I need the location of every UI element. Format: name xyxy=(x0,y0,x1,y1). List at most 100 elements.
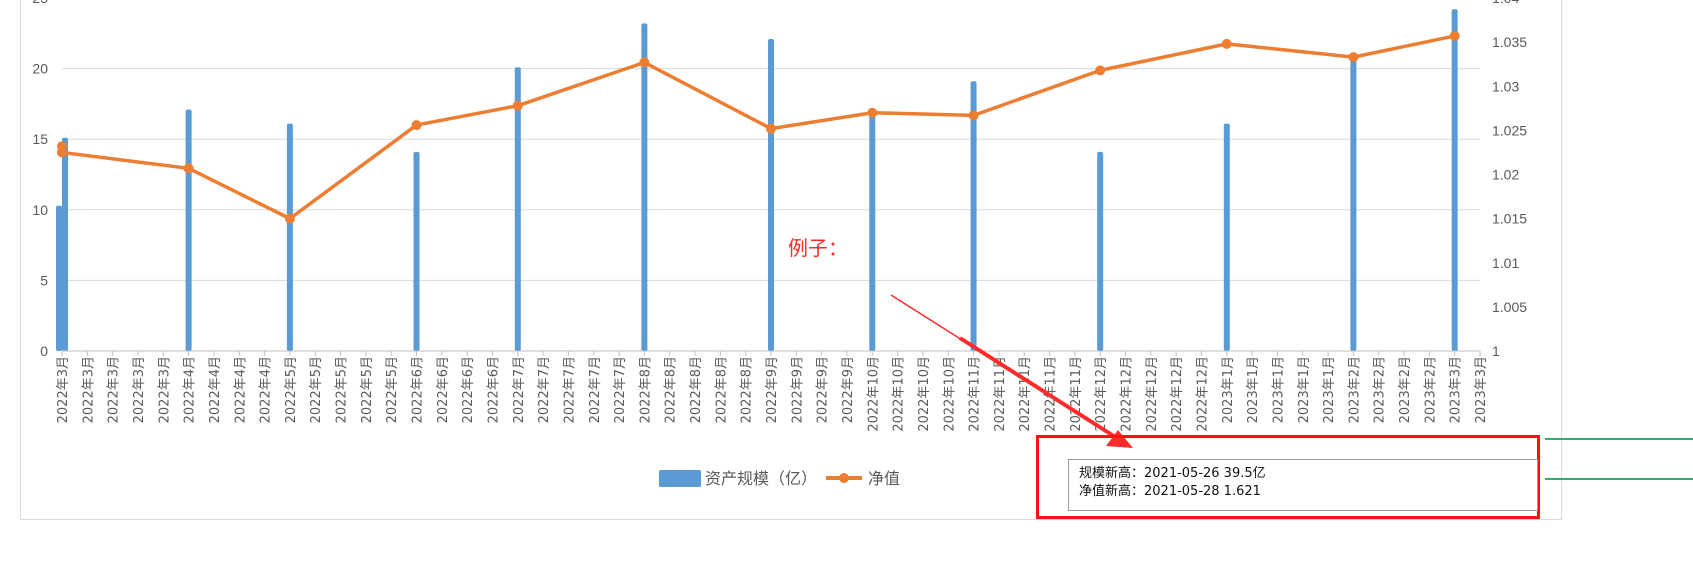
green-connector-bottom xyxy=(1545,478,1693,480)
x-tick-label: 2023年1月 xyxy=(1221,356,1236,423)
nav-high-text: 净值新高：2021-05-28 1.621 xyxy=(1079,484,1261,499)
x-tick-label: 2022年7月 xyxy=(613,356,628,423)
bar xyxy=(62,137,68,351)
nav-point xyxy=(639,57,650,68)
y-right-tick-label: 1.03 xyxy=(1492,78,1519,94)
legend: 资产规模（亿） 净值 xyxy=(659,469,900,488)
annotation-arrow xyxy=(890,294,1133,448)
x-tick-label: 2022年7月 xyxy=(588,356,603,423)
y-right-tick-label: 1.02 xyxy=(1492,167,1519,183)
x-tick-label: 2022年4月 xyxy=(233,356,248,423)
x-tick-label: 2023年2月 xyxy=(1373,356,1388,423)
x-tick-label: 2022年8月 xyxy=(664,356,679,423)
x-tick-label: 2022年5月 xyxy=(335,356,350,423)
y-left-tick-label: 5 xyxy=(40,272,48,288)
x-tick-label: 2022年6月 xyxy=(486,356,501,423)
x-tick-label: 2022年7月 xyxy=(512,356,527,423)
line-series-nav xyxy=(57,30,1460,224)
x-tick-label: 2022年5月 xyxy=(385,356,400,423)
x-tick-label: 2022年8月 xyxy=(714,356,729,423)
legend-swatch-marker xyxy=(839,473,849,483)
x-tick-label: 2022年8月 xyxy=(689,356,704,423)
annotation-label: 例子： xyxy=(788,236,848,260)
x-tick-label: 2022年3月 xyxy=(81,356,96,423)
x-tick-label: 2022年3月 xyxy=(132,356,147,423)
x-tick-label: 2022年7月 xyxy=(537,356,552,423)
x-tick-label: 2023年3月 xyxy=(1474,356,1489,423)
chart-frame xyxy=(20,0,1562,520)
green-connector-top xyxy=(1545,438,1693,440)
legend-swatch-bar xyxy=(659,470,701,487)
x-tick-label: 2022年5月 xyxy=(284,356,299,423)
x-tick-label: 2023年1月 xyxy=(1246,356,1261,423)
x-tick-label: 2022年11月 xyxy=(1069,356,1084,432)
nav-point xyxy=(57,147,67,158)
nav-point xyxy=(284,213,295,224)
x-tick-label: 2023年2月 xyxy=(1347,356,1362,423)
x-tick-label: 2023年2月 xyxy=(1423,356,1438,423)
y-right-tick-label: 1.04 xyxy=(1492,0,1519,6)
nav-point xyxy=(766,123,776,134)
bar xyxy=(1097,151,1104,351)
x-tick-label: 2022年7月 xyxy=(562,356,577,423)
x-tick-label: 2022年3月 xyxy=(107,356,122,423)
y-right-tick-label: 1.035 xyxy=(1492,34,1527,50)
y-right-tick-label: 1.015 xyxy=(1492,211,1527,227)
x-tick-label: 2023年1月 xyxy=(1322,356,1337,423)
x-tick-label: 2022年9月 xyxy=(841,356,856,423)
x-tick-label: 2022年10月 xyxy=(917,356,932,432)
nav-point xyxy=(867,107,878,118)
nav-point xyxy=(512,100,523,111)
nav-point xyxy=(968,110,979,121)
bar xyxy=(1350,53,1357,352)
bar xyxy=(514,67,521,352)
x-tick-label: 2022年9月 xyxy=(790,356,805,423)
x-tick-label: 2022年12月 xyxy=(1195,356,1210,432)
x-tick-label: 2023年1月 xyxy=(1271,356,1286,423)
x-tick-label: 2022年12月 xyxy=(1170,356,1185,432)
legend-label-bar: 资产规模（亿） xyxy=(705,469,817,488)
nav-point xyxy=(411,120,422,131)
x-tick-label: 2022年12月 xyxy=(1094,356,1109,432)
bar xyxy=(768,38,774,351)
x-tick-label: 2022年5月 xyxy=(309,356,324,423)
x-tick-label: 2022年6月 xyxy=(461,356,476,423)
nav-point xyxy=(1449,30,1460,41)
legend-label-line: 净值 xyxy=(868,469,900,488)
x-tick-label: 2022年8月 xyxy=(638,356,653,423)
x-tick-label: 2023年2月 xyxy=(1398,356,1413,423)
x-tick-label: 2023年3月 xyxy=(1449,356,1464,423)
x-tick-label: 2022年6月 xyxy=(436,356,451,423)
y-right-tick-label: 1 xyxy=(1492,343,1500,359)
x-tick-label: 2022年6月 xyxy=(411,356,426,423)
bar xyxy=(185,109,192,351)
nav-line xyxy=(60,34,1456,221)
x-tick-label: 2022年9月 xyxy=(765,356,780,423)
nav-point xyxy=(1221,38,1232,49)
x-tick-label: 2022年4月 xyxy=(183,356,198,423)
scale-high-text: 规模新高：2021-05-26 39.5亿 xyxy=(1079,466,1266,481)
x-tick-label: 2022年9月 xyxy=(816,356,831,423)
nav-point xyxy=(1095,65,1106,76)
y-right-tick-label: 1.01 xyxy=(1492,255,1519,271)
x-tick-label: 2022年5月 xyxy=(360,356,375,423)
y-left-tick-label: 20 xyxy=(32,61,48,77)
bar xyxy=(1223,123,1230,351)
x-tick-label: 2022年12月 xyxy=(1120,356,1135,432)
axes xyxy=(61,350,1481,356)
bar xyxy=(641,23,648,351)
info-box: 规模新高：2021-05-26 39.5亿 净值新高：2021-05-28 1.… xyxy=(1068,459,1538,511)
bar xyxy=(869,109,876,351)
y-left-tick-label: 25 xyxy=(32,0,48,6)
y-left-tick-label: 0 xyxy=(40,343,48,359)
y-axis-tick-labels: 0 5 10 15 20 25 1 1.005 1.01 1.015 1.02 1.025 1.03 1.… xyxy=(32,0,1527,359)
x-tick-label: 2022年8月 xyxy=(740,356,755,423)
bar xyxy=(56,205,62,351)
x-tick-label: 2022年11月 xyxy=(993,356,1008,432)
nav-point xyxy=(1348,52,1359,63)
x-tick-label: 2022年11月 xyxy=(968,356,983,432)
x-tick-label: 2022年10月 xyxy=(942,356,957,432)
nav-point xyxy=(183,163,194,174)
x-tick-label: 2022年4月 xyxy=(259,356,274,423)
